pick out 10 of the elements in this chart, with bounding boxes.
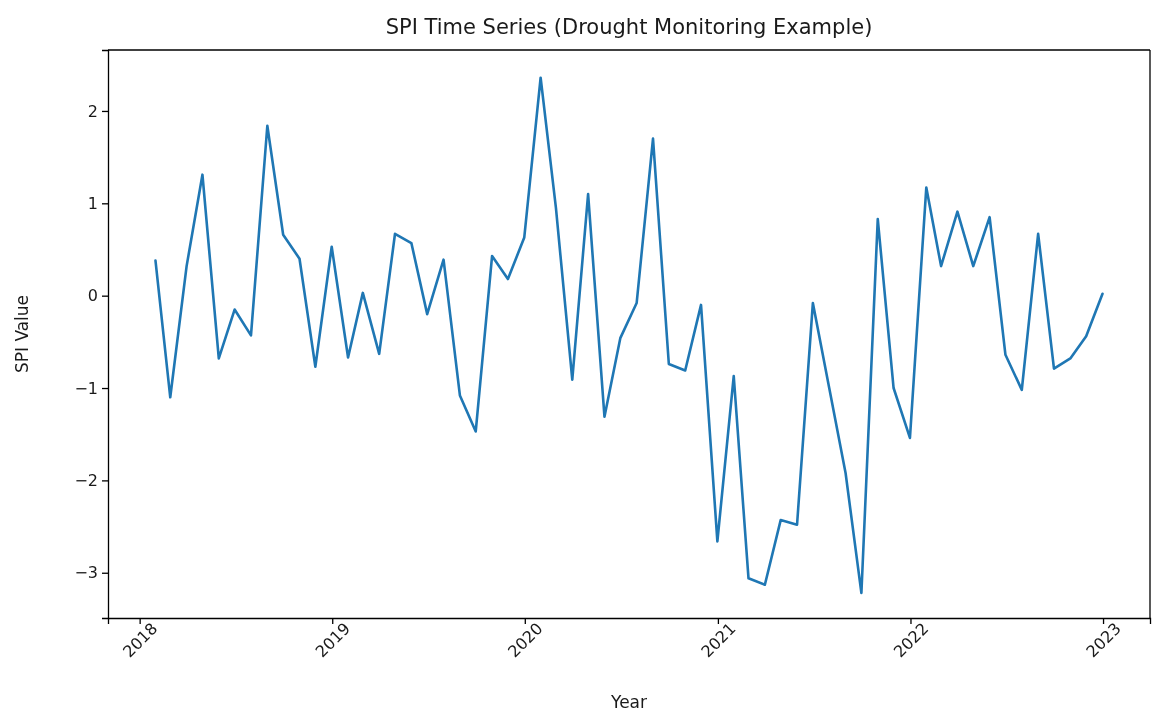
line-series <box>154 76 1104 595</box>
y-axis-title: SPI Value <box>12 294 32 374</box>
y-tick-label: −3 <box>74 563 98 583</box>
y-tick-label: 2 <box>87 101 98 121</box>
y-tick-label: 0 <box>87 286 98 306</box>
y-tick-label: −1 <box>74 378 98 398</box>
x-axis-title: Year <box>610 692 647 712</box>
y-tick-label: 1 <box>87 193 98 213</box>
chart-title: SPI Time Series (Drought Monitoring Example) <box>385 15 873 39</box>
y-tick-label: −2 <box>74 471 98 491</box>
